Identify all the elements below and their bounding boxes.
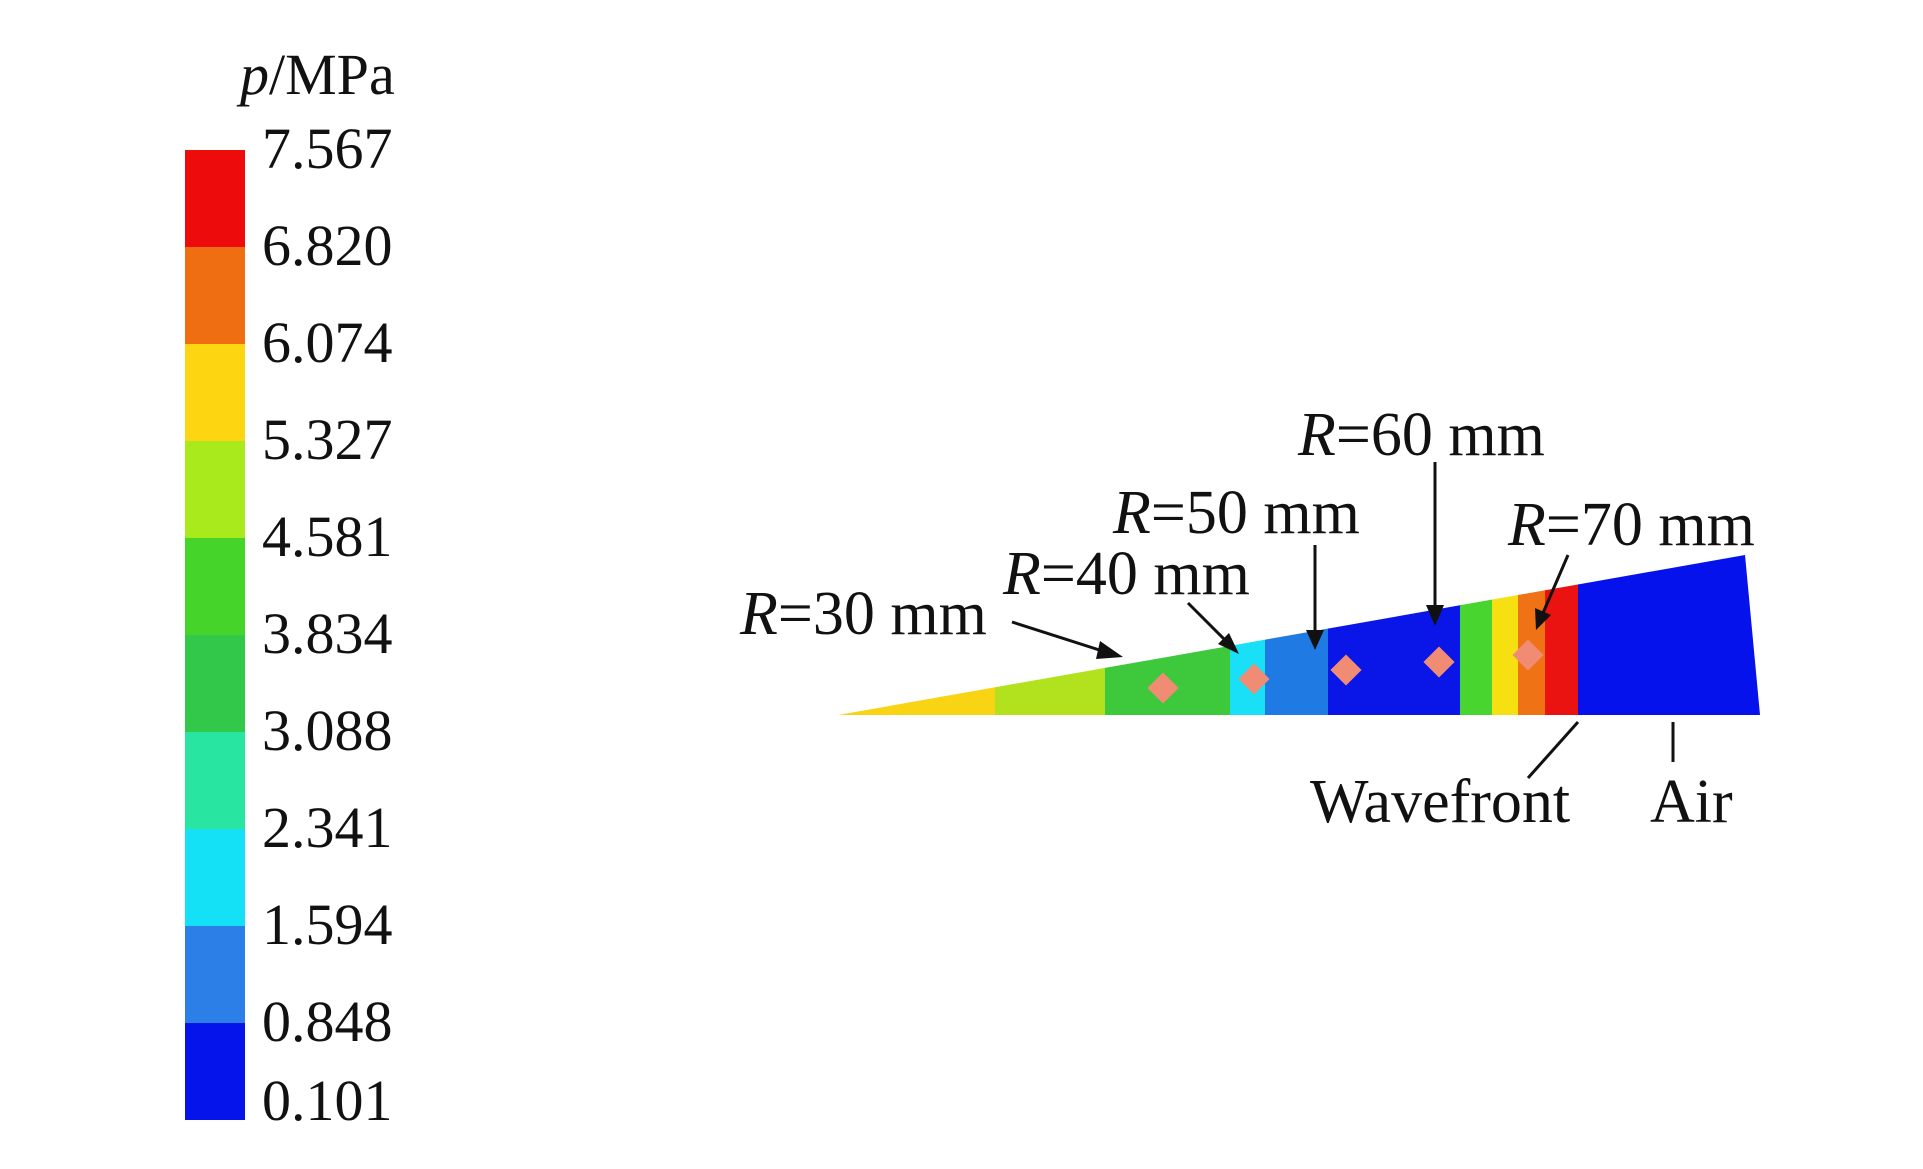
color-bar-tick-label: 4.581 [262, 504, 393, 569]
color-bar-segment [185, 538, 245, 635]
color-bar-segment [185, 732, 245, 829]
arrowhead-r30 [1096, 641, 1123, 659]
leader-lines [1011, 462, 1675, 779]
color-bar-legend: p/MPa 7.567 6.820 6.074 5.327 4.581 3.834 3.08… [185, 42, 395, 1133]
color-bar-tick-label: 5.327 [262, 407, 393, 472]
label-r70: R=70 mm [1507, 491, 1755, 559]
leader-r70 [1538, 554, 1570, 621]
arrowhead-r70 [1535, 608, 1551, 630]
color-bar-segment [185, 829, 245, 926]
label-r60: R=60 mm [1297, 401, 1545, 469]
arrowhead-r60 [1426, 605, 1444, 626]
color-bar-tick-label: 2.341 [262, 795, 393, 860]
leader-wavefront [1526, 721, 1580, 779]
label-r50: R=50 mm [1112, 479, 1360, 547]
color-bar-tick-label: 0.101 [262, 1068, 393, 1133]
label-r30: R=30 mm [739, 580, 987, 648]
color-bar-segment [185, 441, 245, 538]
label-air: Air [1650, 768, 1733, 836]
color-bar-tick-label: 3.088 [262, 698, 393, 763]
color-bar-tick-label: 1.594 [262, 892, 393, 957]
annotation-labels: R=30 mm R=40 mm R=50 mm R=60 mm R=70 mm … [739, 401, 1755, 836]
legend-unit-label: p/MPa [236, 42, 395, 107]
color-bar-segment [185, 1023, 245, 1120]
label-wavefront: Wavefront [1310, 768, 1570, 836]
color-bar [185, 150, 245, 1120]
leader-arrowheads [1096, 605, 1551, 659]
leader-r30 [1011, 620, 1116, 657]
color-bar-tick-label: 6.074 [262, 310, 393, 375]
color-bar-tick-label: 3.834 [262, 601, 393, 666]
wedge-band [1518, 555, 1546, 715]
wedge-band [1460, 555, 1493, 715]
wedge-band [1492, 555, 1519, 715]
color-bar-tick-label: 7.567 [262, 116, 393, 181]
color-bar-tick-label: 0.848 [262, 989, 393, 1054]
arrowhead-r40 [1218, 633, 1239, 654]
wedge-band [1578, 555, 1760, 715]
color-bar-segment [185, 926, 245, 1023]
color-bar-segment [185, 635, 245, 732]
color-bar-tick-label: 6.820 [262, 213, 393, 278]
color-bar-segment [185, 247, 245, 344]
color-bar-segment [185, 150, 245, 247]
color-bar-tick-labels: 7.567 6.820 6.074 5.327 4.581 3.834 3.088 2.341… [262, 116, 393, 1133]
arrowhead-r50 [1306, 630, 1324, 650]
label-r40: R=40 mm [1002, 540, 1250, 608]
color-bar-segment [185, 344, 245, 441]
wedge-band [1328, 555, 1461, 715]
